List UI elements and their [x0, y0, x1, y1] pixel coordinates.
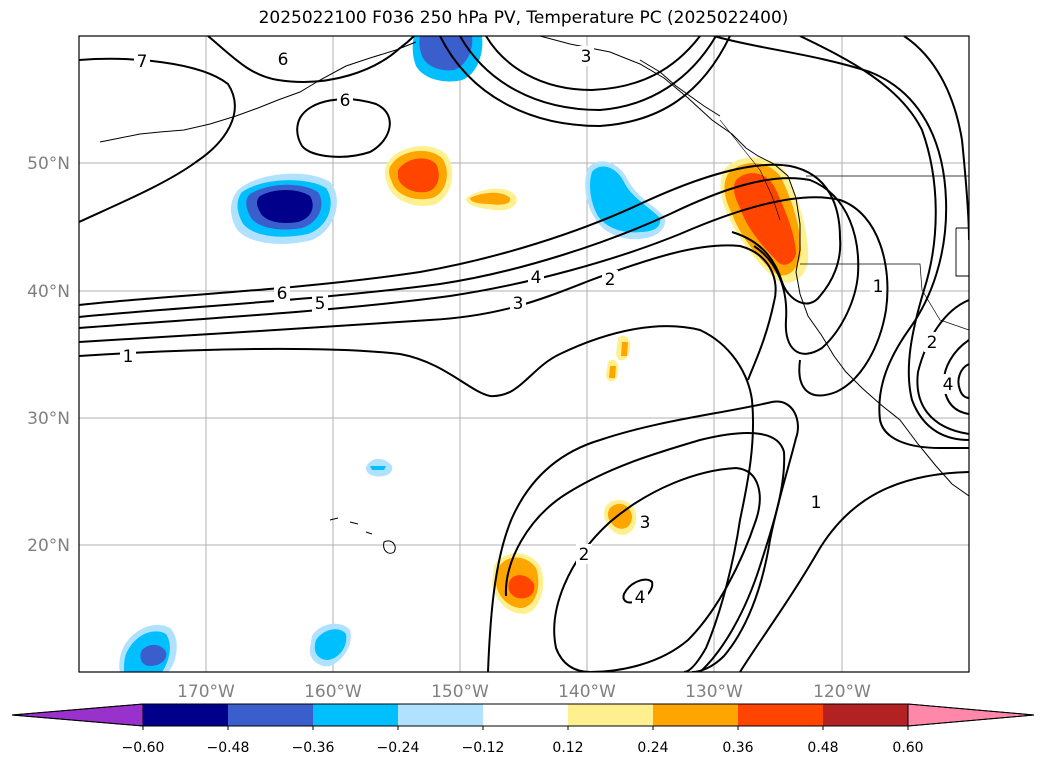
colorbar-bin	[313, 704, 398, 726]
map-title: 2025022100 F036 250 hPa PV, Temperature …	[258, 8, 789, 28]
negative-anomaly-southwest	[119, 624, 177, 672]
colorbar-tick-label: 0.48	[807, 740, 838, 756]
negative-anomaly-north	[412, 36, 483, 82]
positive-anomaly-small	[606, 335, 631, 382]
lon-label: 130°W	[685, 682, 743, 702]
contour-label: 6	[278, 50, 289, 70]
lat-label: 40°N	[27, 282, 70, 302]
negative-anomaly-south	[309, 623, 351, 667]
contour-label: 2	[579, 545, 590, 565]
lon-label: 160°W	[304, 682, 362, 702]
contour-label: 1	[873, 277, 884, 297]
positive-anomaly-jet	[466, 188, 517, 211]
colorbar-over-arrow	[907, 703, 1035, 727]
contour-label: 4	[635, 588, 646, 608]
contour-label-layer: 7 6 6 3 6 5 4 3 2 1 1 2 4 1 2 3 4	[120, 46, 956, 608]
lat-label: 30°N	[27, 409, 70, 429]
latitude-labels: 50°N 40°N 30°N 20°N	[27, 154, 70, 556]
lon-label: 140°W	[558, 682, 616, 702]
contour-label: 5	[315, 294, 326, 314]
map-border	[78, 35, 970, 673]
colorbar-tick-label: −0.48	[207, 740, 250, 756]
lon-label: 150°W	[431, 682, 489, 702]
colorbar-tick-label: −0.60	[122, 740, 165, 756]
contour-label: 2	[927, 333, 938, 353]
colorbar-bin	[228, 704, 313, 726]
contour-label: 2	[605, 270, 616, 290]
coastlines	[99, 36, 969, 554]
contour-label: 4	[943, 375, 954, 395]
colorbar-bin	[823, 704, 908, 726]
colorbar-bin	[738, 704, 823, 726]
colorbar-bin	[143, 704, 228, 726]
positive-anomaly-northwest	[385, 146, 453, 206]
contour-label: 6	[277, 284, 288, 304]
contour-label: 4	[531, 268, 542, 288]
contour-label: 3	[581, 47, 592, 67]
lat-label: 20°N	[27, 536, 70, 556]
contour-label: 3	[513, 294, 524, 314]
colorbar-under-arrow	[11, 703, 144, 727]
contour-label: 6	[340, 91, 351, 111]
positive-anomaly-coast	[720, 157, 809, 283]
colorbar-tick-label: 0.12	[552, 740, 583, 756]
longitude-labels: 170°W 160°W 150°W 140°W 130°W 120°W	[177, 682, 871, 702]
colorbar-tick-label: 0.36	[722, 740, 753, 756]
contour-label: 3	[640, 513, 651, 533]
colorbar: −0.60 −0.48 −0.36 −0.24 −0.12 0.12 0.24 0.36 0.4…	[11, 703, 1035, 756]
temperature-contours	[79, 36, 969, 672]
colorbar-tick-label: −0.12	[462, 740, 505, 756]
contour-label: 1	[123, 347, 134, 367]
colorbar-bin	[653, 704, 738, 726]
graticule	[79, 36, 969, 672]
contour-label: 7	[137, 52, 148, 72]
contour-label: 1	[811, 493, 822, 513]
colorbar-tick-label: −0.24	[377, 740, 420, 756]
colorbar-bin	[568, 704, 653, 726]
colorbar-tick-label: 0.60	[892, 740, 923, 756]
colorbar-tick-label: −0.36	[292, 740, 335, 756]
colorbar-tick-label: 0.24	[637, 740, 668, 756]
negative-anomaly-small	[366, 458, 393, 477]
colorbar-bin	[398, 704, 483, 726]
lat-label: 50°N	[27, 154, 70, 174]
lon-label: 170°W	[177, 682, 235, 702]
negative-anomaly-west	[230, 173, 337, 244]
colorbar-bin	[483, 704, 568, 726]
lon-label: 120°W	[813, 682, 871, 702]
